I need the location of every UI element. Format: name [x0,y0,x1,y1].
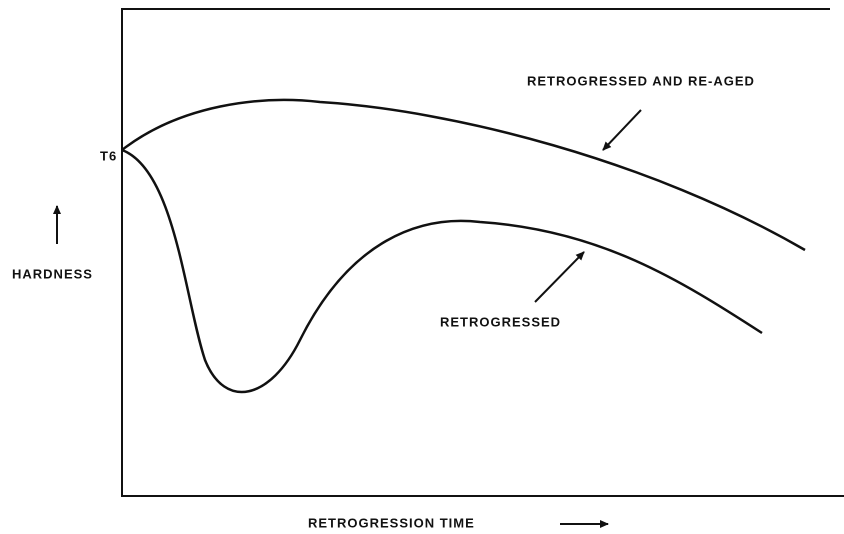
curve-label: RETROGRESSED [440,314,561,329]
x-label: RETROGRESSION TIME [308,515,475,530]
y-marker: T6 [100,148,117,163]
axes-frame [121,8,844,497]
curve-retrogressed [121,148,763,394]
curve-retrogressed-reaged [121,98,806,252]
pointer-arrow [534,251,585,303]
y-label: HARDNESS [12,266,93,281]
pointer-arrow [602,109,642,151]
curve-label: RETROGRESSED AND RE-AGED [527,73,755,88]
